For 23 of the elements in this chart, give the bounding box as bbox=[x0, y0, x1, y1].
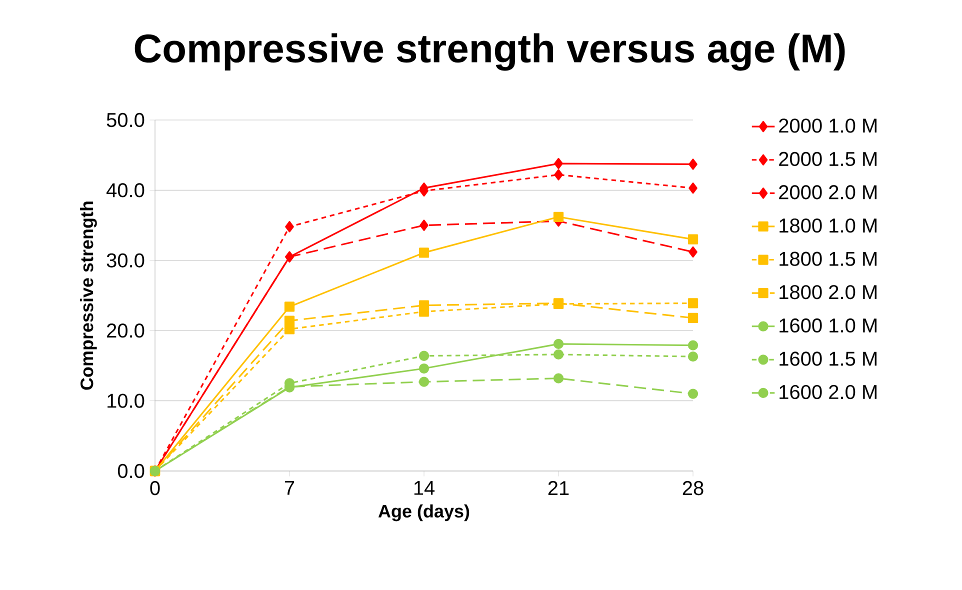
y-tick-label: 30.0 bbox=[106, 253, 144, 268]
y-tick-label: 0.0 bbox=[118, 464, 144, 478]
x-tick-label: 7 bbox=[284, 481, 294, 495]
chart-title: Compressive strength versus age (M) bbox=[134, 33, 845, 71]
legend-label: 2000 1.0 M bbox=[779, 118, 876, 133]
legend-label: 1600 2.0 M bbox=[780, 384, 876, 400]
legend-label: 1800 1.0 M bbox=[780, 218, 876, 233]
x-axis-title: Age (days) bbox=[378, 504, 470, 522]
legend-label: 2000 1.5 M bbox=[779, 152, 876, 166]
x-tick-label: 21 bbox=[548, 481, 569, 496]
x-tick-label: 28 bbox=[682, 481, 704, 496]
y-tick-label: 10.0 bbox=[108, 394, 144, 408]
x-tick-label: 14 bbox=[414, 481, 435, 495]
legend-label: 1800 1.5 M bbox=[780, 252, 876, 266]
y-tick-label: 20.0 bbox=[107, 324, 144, 338]
x-tick-label: 0 bbox=[150, 481, 160, 496]
legend-label: 1600 1.0 M bbox=[780, 318, 876, 333]
y-tick-label: 50.0 bbox=[106, 112, 144, 128]
y-axis-title: Compressive strength bbox=[80, 202, 97, 390]
legend-label: 1800 2.0 M bbox=[780, 285, 876, 300]
legend-label: 2000 2.0 M bbox=[779, 185, 876, 200]
y-tick-label: 40.0 bbox=[106, 183, 144, 198]
legend-label: 1600 1.5 M bbox=[780, 352, 876, 366]
